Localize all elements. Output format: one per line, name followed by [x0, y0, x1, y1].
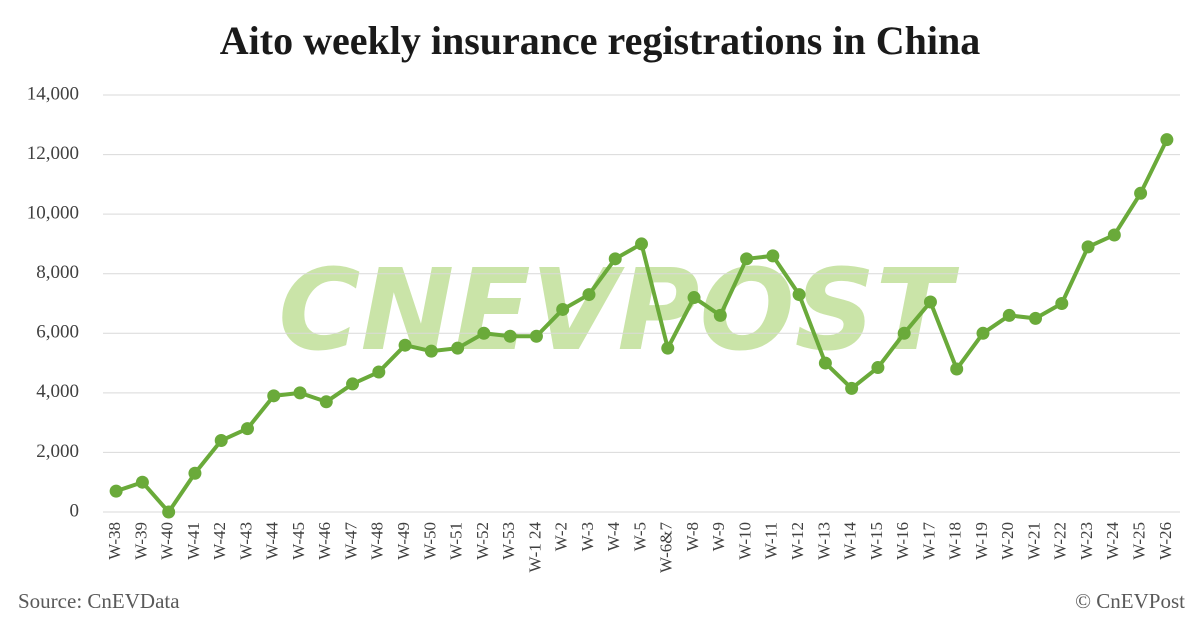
data-point [1134, 186, 1148, 200]
data-point [818, 356, 832, 370]
data-point [293, 386, 307, 400]
x-tick-label: W-25 [1130, 522, 1149, 560]
x-tick-label: W-45 [289, 522, 308, 560]
x-tick-label: W-17 [919, 522, 938, 560]
x-tick-label: W-49 [394, 522, 413, 560]
x-tick-label: W-47 [341, 522, 360, 560]
credit-note: © CnEVPost [1075, 589, 1185, 613]
data-point [346, 377, 360, 391]
data-point [845, 381, 859, 395]
x-tick-label: W-21 [1024, 522, 1043, 560]
x-tick-label: W-53 [499, 522, 518, 560]
y-tick-label: 0 [70, 500, 80, 521]
data-point [529, 329, 543, 343]
x-tick-label: W-4 [604, 522, 623, 552]
y-tick-label: 8,000 [36, 262, 79, 283]
data-point [556, 302, 570, 316]
x-tick-label: W-50 [420, 522, 439, 560]
data-point [214, 434, 228, 448]
data-point [188, 466, 202, 480]
x-tick-label: W-24 [1103, 522, 1122, 560]
data-point [1160, 133, 1174, 147]
x-tick-label: W-42 [210, 522, 229, 560]
x-tick-label: W-40 [158, 522, 177, 560]
x-tick-label: W-3 [578, 522, 597, 551]
x-tick-label: W-16 [893, 522, 912, 560]
x-tick-label: W-48 [368, 522, 387, 560]
data-point [1055, 297, 1069, 310]
x-tick-label: W-43 [236, 522, 255, 560]
data-point [713, 308, 727, 322]
data-point [477, 326, 491, 340]
x-tick-label: W-41 [184, 522, 203, 560]
data-point [1081, 240, 1095, 254]
x-tick-label: W-26 [1156, 522, 1175, 560]
data-point [109, 484, 123, 498]
data-point [398, 338, 412, 352]
x-tick-label: W-14 [841, 522, 860, 560]
x-tick-label: W-22 [1051, 522, 1070, 560]
data-point [897, 326, 911, 340]
x-tick-label: W-44 [263, 522, 282, 560]
x-tick-label: W-46 [315, 522, 334, 560]
x-tick-label: W-13 [814, 522, 833, 560]
x-tick-label: W-39 [131, 522, 150, 560]
data-point [503, 329, 517, 343]
x-tick-label: W-8 [683, 522, 702, 551]
x-tick-label: W-20 [998, 522, 1017, 560]
y-tick-label: 12,000 [27, 143, 79, 164]
data-point [1029, 311, 1043, 325]
x-tick-label: W-52 [473, 522, 492, 560]
data-point [740, 252, 754, 266]
x-tick-label: W-11 [762, 522, 781, 559]
x-tick-label: W-6&7 [657, 522, 676, 573]
data-point [923, 295, 937, 309]
x-tick-label: W-12 [788, 522, 807, 560]
data-point [267, 389, 281, 403]
data-point [319, 395, 333, 409]
x-tick-label: W-15 [867, 522, 886, 560]
data-point [766, 249, 780, 263]
data-point [162, 505, 176, 519]
x-tick-label: W-51 [447, 522, 466, 560]
data-point [451, 341, 465, 355]
data-point [372, 365, 386, 379]
data-point [792, 288, 806, 302]
y-tick-label: 10,000 [27, 203, 79, 224]
data-point [687, 291, 701, 305]
y-tick-label: 6,000 [36, 322, 79, 343]
data-point [424, 344, 438, 358]
x-tick-label: W-9 [709, 522, 728, 551]
data-point [582, 288, 596, 302]
x-tick-label: W-18 [946, 522, 965, 560]
x-tick-label: W-38 [105, 522, 124, 560]
data-point [871, 361, 885, 375]
y-tick-label: 2,000 [36, 441, 79, 462]
data-point [608, 252, 622, 266]
x-tick-label: W-19 [972, 522, 991, 560]
y-tick-label: 4,000 [36, 381, 79, 402]
y-tick-label: 14,000 [27, 83, 79, 104]
x-tick-label: W-10 [735, 522, 754, 560]
data-point [976, 326, 990, 340]
x-tick-label: W-5 [630, 522, 649, 551]
data-point [240, 422, 254, 436]
data-point [661, 341, 675, 355]
data-point [950, 362, 964, 376]
x-tick-label: W-2 [552, 522, 571, 551]
x-tick-label: W-1 24 [525, 522, 544, 573]
source-note: Source: CnEVData [18, 589, 180, 613]
data-point [1002, 308, 1016, 322]
x-tick-label: W-23 [1077, 522, 1096, 560]
chart-title: Aito weekly insurance registrations in C… [220, 18, 980, 63]
watermark: CNEVPOST [278, 246, 959, 376]
data-point [135, 475, 149, 489]
data-point [635, 237, 648, 251]
data-point [1107, 228, 1121, 242]
